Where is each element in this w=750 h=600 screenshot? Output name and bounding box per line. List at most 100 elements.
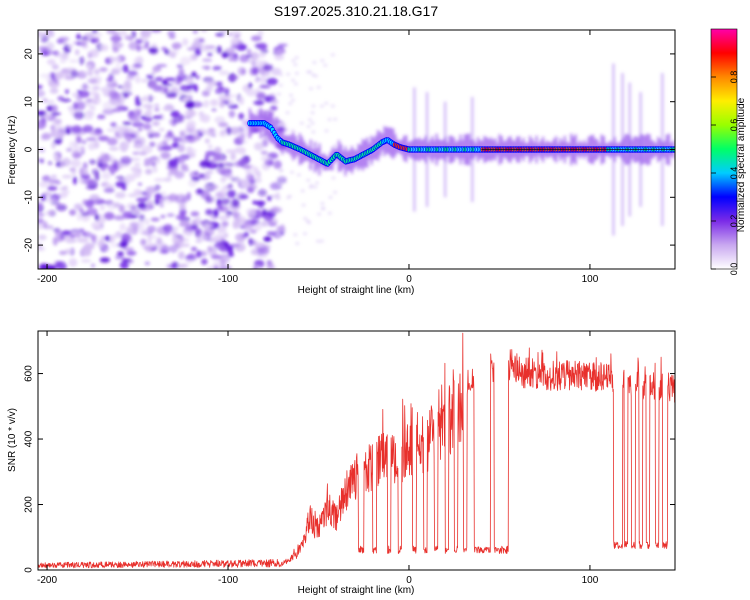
noise-blob <box>46 30 54 35</box>
noise-blob <box>170 265 179 269</box>
noise-blob <box>135 143 141 150</box>
noise-blob <box>112 234 124 238</box>
x-tick-label: -200 <box>37 575 57 586</box>
noise-blob <box>225 149 237 154</box>
noise-blob <box>51 141 56 150</box>
noise-blob-faint <box>303 217 308 220</box>
noise-blob <box>250 35 262 42</box>
noise-blob-faint <box>311 104 316 108</box>
noise-blob <box>64 76 75 80</box>
noise-blob <box>92 32 103 38</box>
noise-blob <box>205 196 213 204</box>
noise-blob <box>55 261 67 269</box>
noise-blob <box>184 255 194 260</box>
colorbar-bar <box>710 28 738 270</box>
noise-blob-faint <box>299 121 304 125</box>
noise-blob <box>152 65 162 73</box>
noise-blob <box>264 71 271 78</box>
noise-blob <box>136 110 142 116</box>
noise-blob-faint <box>315 181 319 185</box>
noise-blob-faint <box>309 87 313 91</box>
noise-blob <box>162 224 174 232</box>
noise-blob <box>266 262 275 269</box>
noise-blob <box>199 250 207 257</box>
noise-blob <box>38 203 43 207</box>
noise-blob <box>257 30 264 37</box>
noise-blob <box>160 145 173 151</box>
noise-blob <box>117 126 124 135</box>
noise-blob <box>117 251 124 256</box>
noise-blob <box>59 161 64 168</box>
noise-blob-faint <box>316 85 321 89</box>
noise-blob-faint <box>293 82 298 86</box>
noise-blob <box>38 234 47 241</box>
noise-blob <box>70 70 79 78</box>
noise-blob <box>178 68 185 76</box>
noise-blob-faint <box>291 78 295 82</box>
noise-blob-faint <box>328 195 333 199</box>
noise-blob <box>108 155 114 159</box>
noise-blob <box>152 166 158 173</box>
noise-blob <box>81 139 87 145</box>
noise-blob <box>129 222 140 228</box>
noise-blob <box>68 59 79 63</box>
noise-blob <box>127 70 138 77</box>
noise-blob <box>205 208 214 216</box>
noise-blob <box>153 178 166 182</box>
noise-blob <box>116 105 127 110</box>
noise-blob <box>118 204 125 213</box>
noise-blob <box>243 221 254 231</box>
noise-blob <box>129 157 141 162</box>
noise-blob <box>196 190 204 196</box>
noise-blob <box>242 165 252 169</box>
noise-blob <box>234 34 240 39</box>
noise-blob <box>201 90 210 97</box>
noise-blob <box>219 101 225 108</box>
noise-blob <box>160 214 166 219</box>
noise-blob <box>263 236 272 242</box>
noise-blob <box>202 185 212 189</box>
noise-blob <box>87 78 99 84</box>
noise-blob <box>256 170 262 179</box>
noise-blob <box>210 99 219 107</box>
noise-blob <box>216 225 227 234</box>
noise-blob <box>164 105 175 112</box>
noise-blob <box>187 148 198 153</box>
noise-blob <box>220 176 226 185</box>
noise-blob <box>250 52 259 61</box>
noise-blob <box>154 184 161 191</box>
noise-blob <box>46 59 56 65</box>
noise-blob-faint <box>330 53 335 57</box>
noise-blob <box>188 108 195 118</box>
snr-series-line <box>38 332 675 569</box>
noise-blob-faint <box>308 185 313 189</box>
noise-blob <box>191 71 197 77</box>
noise-blob <box>230 43 240 50</box>
noise-blob <box>136 44 141 52</box>
noise-blob <box>195 216 201 221</box>
noise-blob <box>51 174 57 178</box>
noise-blob <box>224 87 230 96</box>
noise-blob <box>190 211 200 217</box>
noise-blob <box>260 155 272 162</box>
noise-blob <box>251 265 260 269</box>
noise-blob <box>124 35 134 40</box>
noise-blob <box>44 197 56 203</box>
noise-blob <box>135 100 142 107</box>
noise-blob <box>91 168 100 175</box>
noise-blob-faint <box>323 63 328 67</box>
noise-blob <box>52 227 61 232</box>
noise-blob <box>73 203 83 210</box>
noise-blob <box>68 258 78 267</box>
noise-blob <box>97 135 110 142</box>
noise-blob <box>130 166 141 173</box>
noise-blob-faint <box>291 59 296 63</box>
noise-blob-faint <box>311 130 316 134</box>
noise-blob <box>103 46 108 50</box>
noise-blob <box>242 140 249 144</box>
noise-blob <box>132 226 140 230</box>
colorbar-label: Normalized spectral amplitude <box>736 97 747 232</box>
colorbar-tick-label: 0.0 <box>729 263 739 276</box>
noise-blob <box>54 51 59 58</box>
noise-blob <box>141 145 153 154</box>
